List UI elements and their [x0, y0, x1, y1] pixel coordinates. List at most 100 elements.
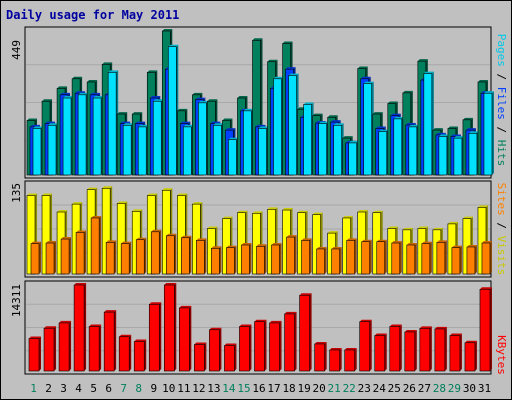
bar-kbytes-day-12-side — [204, 342, 207, 371]
bar-kbytes-day-13-side — [219, 327, 222, 371]
bar-pages-day-21-top — [333, 123, 344, 126]
bar-visits-day-12-top — [192, 202, 203, 205]
bar-visits-day-9-top — [147, 193, 158, 196]
bar-sites-day-2-side — [54, 241, 57, 274]
bar-kbytes-day-4-top — [74, 283, 87, 285]
bar-kbytes-day-25-side — [399, 324, 402, 371]
bar-sites-day-26-side — [414, 242, 417, 274]
bar-kbytes-day-15 — [239, 324, 252, 372]
bar-visits-day-31-top — [477, 205, 488, 208]
bar-visits-day-29-top — [447, 221, 458, 224]
bottom-panel-ymax-label: 14311 — [10, 284, 23, 317]
bar-kbytes-day-20-side — [324, 341, 327, 371]
bar-kbytes-day-21-top — [329, 347, 342, 350]
bar-sites-day-18-top — [286, 235, 297, 238]
x-tick-label: 5 — [90, 382, 97, 395]
bar-hits-day-20-top — [312, 113, 323, 116]
bar-kbytes-day-10 — [163, 283, 177, 372]
bar-pages-day-2-top — [48, 123, 59, 126]
bar-pages-day-23-face — [363, 83, 373, 176]
bar-kbytes-day-25-face — [389, 326, 401, 372]
x-tick-label: 4 — [75, 382, 82, 395]
chart-title: Daily usage for May 2011 — [6, 8, 179, 22]
bar-visits-day-21-top — [327, 231, 338, 234]
bar-sites-day-5-face — [90, 217, 100, 275]
bar-kbytes-day-16-side — [264, 319, 267, 371]
top-panel-ymax-label: 449 — [10, 40, 23, 60]
middle-panel-legend: Sites / Visits — [495, 183, 508, 276]
bar-sites-day-24-face — [376, 241, 386, 275]
bar-sites-day-5-side — [99, 215, 102, 274]
bar-pages-day-3-face — [62, 97, 72, 176]
x-tick-label: 18 — [282, 382, 295, 395]
bar-kbytes-day-15-side — [249, 324, 252, 371]
bar-hits-day-17-top — [267, 59, 278, 62]
bar-visits-day-1-top — [27, 193, 37, 196]
bar-sites-day-9 — [150, 229, 162, 275]
bar-kbytes-day-17 — [269, 320, 282, 372]
bar-kbytes-day-21-face — [329, 349, 340, 372]
legend-files: Files — [495, 87, 508, 120]
bar-pages-day-23-top — [363, 81, 374, 84]
bar-pages-day-7 — [122, 123, 134, 176]
bar-kbytes-day-28-top — [434, 326, 447, 329]
bar-pages-day-24-face — [378, 131, 388, 176]
panel-middle-bars — [26, 186, 492, 275]
bar-visits-day-18-top — [282, 208, 293, 211]
bar-files-day-26-top — [405, 122, 416, 125]
bar-visits-day-23-top — [357, 210, 368, 213]
bar-sites-day-28-face — [436, 242, 446, 275]
bar-sites-day-15 — [241, 242, 252, 275]
bar-sites-day-1-face — [30, 243, 40, 275]
bar-kbytes-day-4 — [73, 283, 87, 372]
bar-sites-day-16-face — [256, 246, 265, 275]
bar-pages-day-1 — [32, 126, 43, 176]
bar-sites-day-20-face — [316, 248, 325, 275]
bar-kbytes-day-9 — [148, 302, 162, 372]
bar-sites-day-2-face — [45, 242, 55, 275]
bar-sites-day-27-top — [421, 241, 432, 244]
bar-kbytes-day-24 — [374, 333, 387, 372]
bar-sites-day-13-top — [211, 246, 222, 249]
legend-hits: Hits — [495, 140, 508, 167]
bar-sites-day-19-top — [301, 238, 312, 241]
bar-kbytes-day-9-side — [159, 302, 162, 371]
bar-sites-day-29-top — [451, 245, 462, 248]
bar-pages-day-6 — [107, 70, 119, 176]
x-tick-label: 21 — [328, 382, 341, 395]
bar-hits-day-27-top — [417, 59, 428, 62]
bar-pages-day-20-top — [318, 121, 329, 124]
bar-kbytes-day-31 — [479, 287, 492, 372]
bar-kbytes-day-27 — [419, 326, 432, 372]
bar-files-day-5-top — [90, 92, 101, 95]
bar-pages-day-2 — [47, 123, 59, 176]
bar-kbytes-day-2-face — [43, 327, 55, 372]
bar-kbytes-day-10-face — [163, 284, 175, 372]
bar-sites-day-29 — [451, 245, 462, 275]
bar-kbytes-day-24-top — [374, 333, 387, 336]
chart-panels — [24, 26, 494, 375]
bar-sites-day-18-side — [294, 235, 297, 274]
bar-hits-day-24-top — [372, 112, 383, 115]
bar-pages-day-26-top — [408, 124, 419, 127]
bar-sites-day-30 — [466, 244, 477, 275]
bar-sites-day-6-side — [114, 240, 117, 274]
bar-sites-day-26-face — [406, 244, 416, 275]
bar-files-day-9-top — [150, 96, 161, 99]
bar-pages-day-11-face — [183, 126, 192, 176]
bar-sites-day-12-side — [204, 238, 207, 274]
bar-sites-day-10-top — [166, 233, 177, 236]
bar-hits-day-28-top — [432, 128, 443, 131]
bar-pages-day-4 — [77, 92, 89, 176]
bar-pages-day-6-top — [108, 70, 119, 73]
bar-pages-day-25 — [393, 116, 404, 176]
x-tick-label: 10 — [162, 382, 175, 395]
x-tick-label: 1 — [30, 382, 37, 395]
x-tick-label: 11 — [177, 382, 190, 395]
bar-sites-day-3-top — [61, 237, 72, 240]
bar-pages-day-7-face — [122, 124, 132, 176]
bar-sites-day-3-side — [69, 237, 72, 274]
bar-kbytes-day-10-top — [164, 283, 177, 285]
x-tick-label: 20 — [313, 382, 326, 395]
bar-hits-day-26-top — [402, 90, 413, 93]
